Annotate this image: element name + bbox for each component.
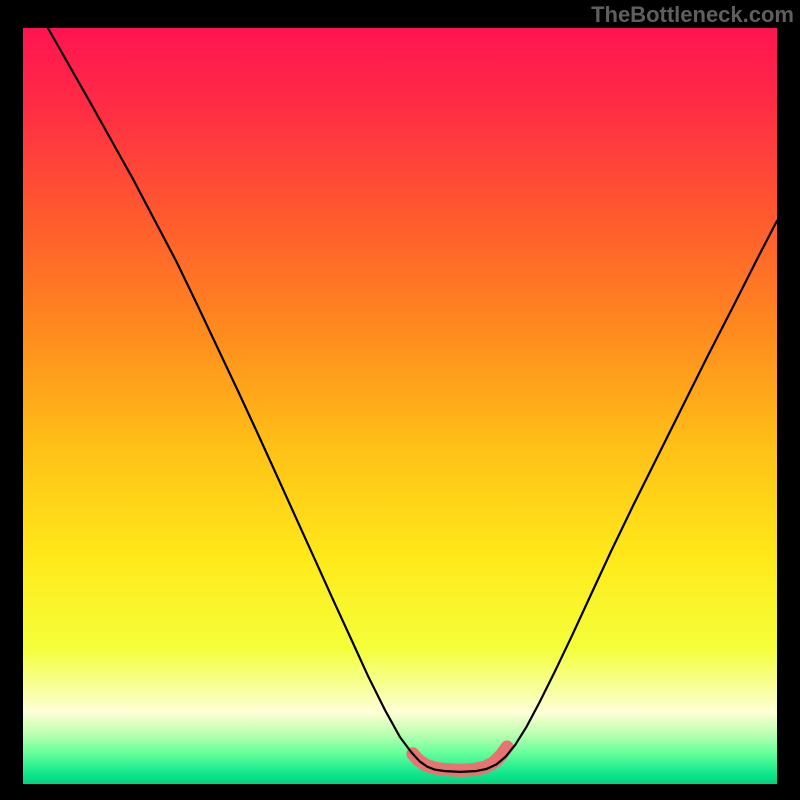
watermark-text: TheBottleneck.com bbox=[591, 2, 794, 28]
curve-layer bbox=[23, 28, 777, 784]
bottleneck-curve bbox=[48, 28, 777, 772]
plot-area bbox=[23, 28, 777, 784]
chart-container: TheBottleneck.com bbox=[0, 0, 800, 800]
